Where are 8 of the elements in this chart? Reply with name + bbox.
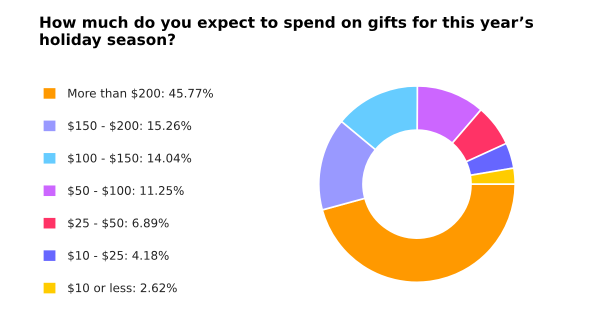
legend-label: $50 - $100: 11.25% — [68, 186, 184, 197]
chart-title: How much do you expect to spend on gifts for this year’s holiday season? — [40, 16, 534, 48]
legend-label: $100 - $150: 14.04% — [68, 153, 192, 164]
legend-label: $25 - $50: 6.89% — [68, 218, 169, 229]
legend-label: $150 - $200: 15.26% — [68, 120, 192, 132]
legend-label: $10 - $25: 4.18% — [68, 250, 169, 262]
legend-label: More than $200: 45.77% — [68, 88, 213, 100]
legend-label: $10 or less: 2.62% — [68, 283, 177, 294]
